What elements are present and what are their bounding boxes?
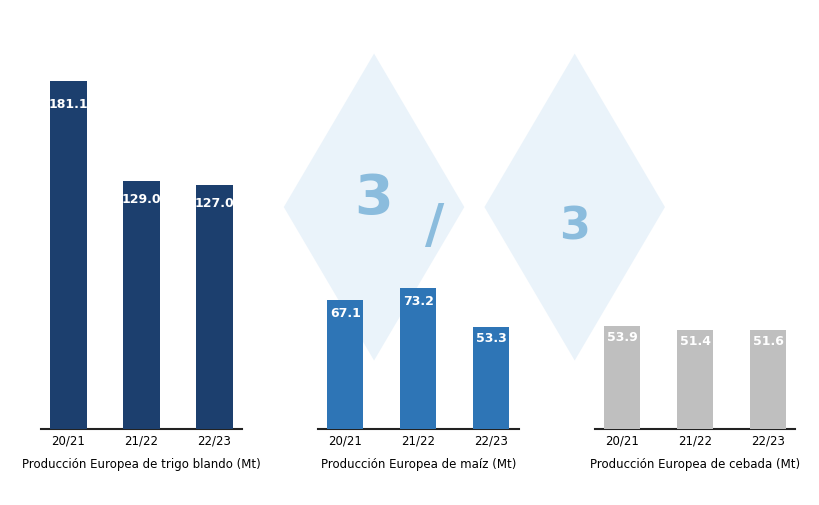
Text: 51.6: 51.6 [752,335,782,348]
Bar [327,300,363,429]
Bar [196,185,233,429]
Polygon shape [283,54,464,361]
Text: /: / [424,201,443,253]
Text: 3: 3 [355,172,393,226]
Text: 67.1: 67.1 [329,307,360,320]
Polygon shape [484,54,664,361]
Bar [50,81,87,429]
Text: 3: 3 [559,206,590,249]
Text: 53.3: 53.3 [475,332,506,345]
X-axis label: Producción Europea de cebada (Mt): Producción Europea de cebada (Mt) [590,458,799,471]
Text: 53.9: 53.9 [606,331,636,344]
Text: 129.0: 129.0 [121,193,161,207]
X-axis label: Producción Europea de trigo blando (Mt): Producción Europea de trigo blando (Mt) [22,458,260,471]
X-axis label: Producción Europea de maíz (Mt): Producción Europea de maíz (Mt) [320,458,515,471]
Text: 73.2: 73.2 [402,295,433,309]
Bar [749,330,785,429]
Bar [400,288,436,429]
Text: 181.1: 181.1 [48,98,88,111]
Bar [123,181,160,429]
Bar [603,326,640,429]
Bar [473,327,509,429]
Text: 127.0: 127.0 [194,197,234,210]
Bar [676,330,713,429]
Text: 51.4: 51.4 [679,335,710,348]
